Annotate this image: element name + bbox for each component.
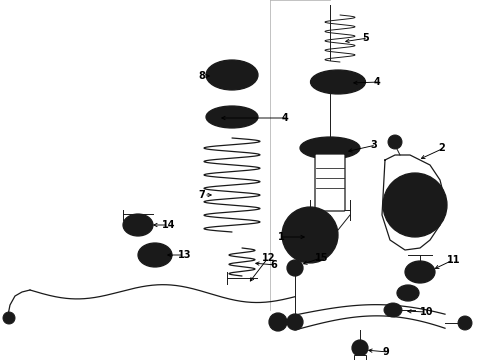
Text: 4: 4 [282, 113, 289, 123]
Circle shape [291, 264, 299, 272]
Ellipse shape [216, 66, 248, 84]
Circle shape [300, 243, 307, 249]
Ellipse shape [405, 261, 435, 283]
Text: 2: 2 [438, 143, 445, 153]
Text: 9: 9 [382, 347, 389, 357]
Circle shape [269, 313, 287, 331]
Ellipse shape [129, 219, 147, 231]
Text: 5: 5 [362, 33, 369, 43]
Circle shape [302, 227, 318, 243]
Ellipse shape [311, 70, 366, 94]
FancyBboxPatch shape [315, 154, 345, 211]
Circle shape [287, 260, 303, 276]
Text: 11: 11 [447, 255, 461, 265]
Ellipse shape [401, 288, 415, 297]
Circle shape [292, 217, 328, 253]
Circle shape [294, 232, 300, 238]
Ellipse shape [123, 214, 153, 236]
Ellipse shape [384, 303, 402, 317]
Circle shape [282, 207, 338, 263]
Circle shape [383, 173, 447, 237]
Text: 6: 6 [270, 260, 277, 270]
Ellipse shape [145, 248, 165, 262]
Ellipse shape [388, 306, 398, 314]
Ellipse shape [397, 285, 419, 301]
Circle shape [3, 312, 15, 324]
Circle shape [234, 71, 242, 79]
Text: 7: 7 [198, 190, 205, 200]
Text: 15: 15 [315, 253, 328, 263]
Circle shape [388, 135, 402, 149]
Ellipse shape [206, 60, 258, 90]
Text: 4: 4 [374, 77, 381, 87]
Text: 1: 1 [278, 232, 285, 242]
Ellipse shape [138, 243, 172, 267]
Circle shape [300, 221, 307, 227]
Ellipse shape [411, 266, 429, 279]
Text: 3: 3 [370, 140, 377, 150]
Ellipse shape [319, 75, 357, 90]
Circle shape [274, 318, 282, 326]
Circle shape [314, 221, 319, 227]
Circle shape [395, 185, 435, 225]
Circle shape [291, 318, 299, 326]
Text: 12: 12 [262, 253, 275, 263]
Ellipse shape [206, 106, 258, 128]
Text: 14: 14 [162, 220, 175, 230]
Circle shape [314, 243, 319, 249]
FancyBboxPatch shape [354, 355, 366, 360]
Circle shape [352, 340, 368, 356]
Circle shape [230, 67, 246, 83]
Circle shape [458, 316, 472, 330]
Ellipse shape [300, 137, 360, 159]
Circle shape [320, 232, 326, 238]
Text: 8: 8 [198, 71, 205, 81]
Ellipse shape [214, 110, 250, 124]
Text: 13: 13 [178, 250, 192, 260]
Circle shape [287, 314, 303, 330]
Text: 10: 10 [420, 307, 434, 317]
